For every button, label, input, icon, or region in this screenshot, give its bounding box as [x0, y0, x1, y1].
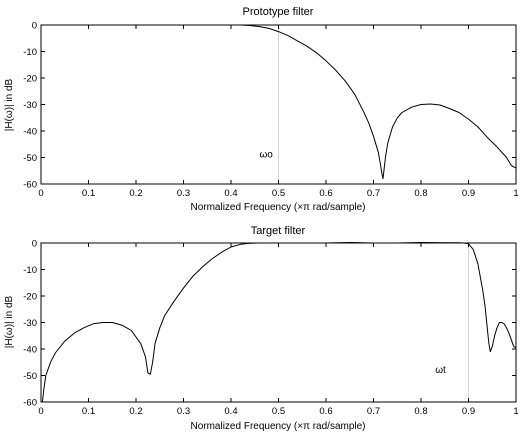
- x-tick-label: 0.2: [129, 188, 142, 199]
- y-tick-label: -50: [23, 371, 37, 382]
- x-tick-label: 0.7: [367, 406, 380, 417]
- x-tick-label: 0.1: [82, 188, 95, 199]
- y-tick-label: -20: [23, 74, 37, 85]
- prototype-filter-chart: Prototype filter Normalized Frequency (×…: [4, 6, 519, 213]
- x-tick-label: 0.7: [367, 188, 380, 199]
- y-tick-label: -30: [23, 100, 37, 111]
- y-axis-label: |H(ω)| in dB: [4, 78, 15, 131]
- x-tick-label: 0.1: [82, 406, 95, 417]
- y-tick-label: -60: [23, 398, 37, 409]
- y-tick-label: -10: [23, 265, 37, 276]
- x-tick-label: 0.4: [224, 406, 237, 417]
- x-tick-label: 1: [513, 406, 518, 417]
- x-axis-label: Normalized Frequency (×π rad/sample): [190, 421, 365, 432]
- y-tick-label: -60: [23, 180, 37, 191]
- magnitude-response-line: [231, 24, 517, 180]
- x-tick-label: 0.8: [414, 188, 427, 199]
- x-tick-label: 0.9: [462, 406, 475, 417]
- x-tick-label: 0.5: [272, 406, 285, 417]
- x-tick-label: 0: [38, 406, 43, 417]
- y-tick-label: -40: [23, 127, 37, 138]
- target-filter-chart: Target filter Normalized Frequency (×π r…: [4, 225, 519, 432]
- magnitude-response-line: [41, 242, 517, 403]
- x-tick-label: 0.2: [129, 406, 142, 417]
- omega-o-annotation: ωo: [260, 150, 274, 161]
- x-tick-label: 0.8: [414, 406, 427, 417]
- x-tick-label: 0.6: [319, 188, 332, 199]
- chart-title: Prototype filter: [243, 6, 314, 18]
- x-tick-label: 0.9: [462, 188, 475, 199]
- x-axis-label: Normalized Frequency (×π rad/sample): [190, 202, 365, 213]
- y-tick-label: 0: [32, 21, 37, 32]
- y-tick-label: -30: [23, 318, 37, 329]
- x-tick-label: 0.6: [319, 406, 332, 417]
- x-tick-label: 0.3: [177, 406, 190, 417]
- y-tick-label: -10: [23, 47, 37, 58]
- x-tick-label: 1: [513, 188, 518, 199]
- y-tick-label: 0: [32, 239, 37, 250]
- y-tick-label: -50: [23, 153, 37, 164]
- y-axis-label: |H(ω)| in dB: [4, 295, 15, 348]
- x-tick-label: 0: [38, 188, 43, 199]
- y-tick-label: -20: [23, 292, 37, 303]
- x-tick-label: 0.5: [272, 188, 285, 199]
- chart-title: Target filter: [251, 225, 306, 237]
- x-tick-label: 0.4: [224, 188, 237, 199]
- omega-t-annotation: ωt: [435, 365, 446, 376]
- x-tick-label: 0.3: [177, 188, 190, 199]
- y-tick-label: -40: [23, 345, 37, 356]
